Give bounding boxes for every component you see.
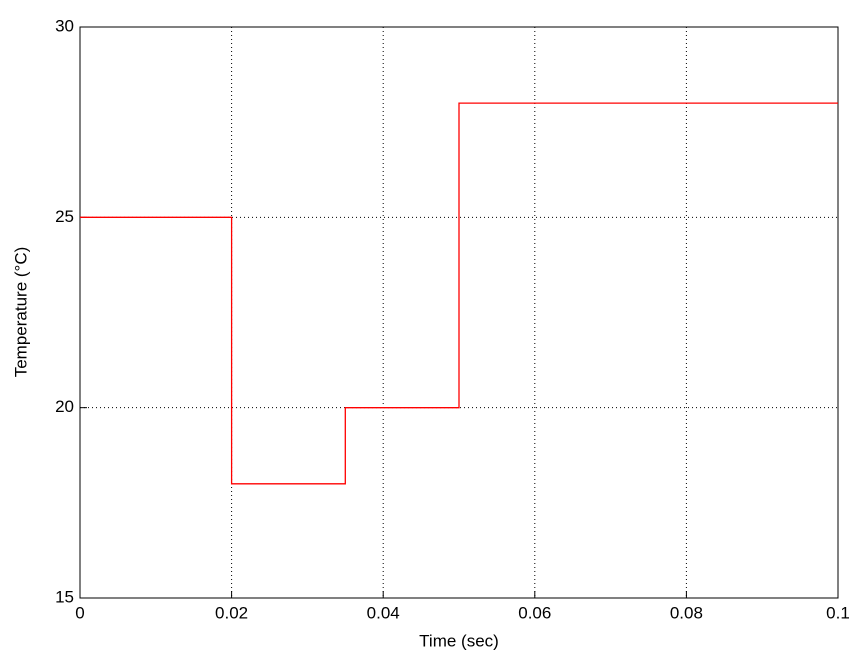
x-tick-label: 0.04 [367, 603, 400, 622]
y-axis-label: Temperature (°C) [11, 247, 30, 378]
y-tick-label: 30 [55, 16, 74, 35]
x-tick-label: 0.08 [670, 603, 703, 622]
y-tick-label: 15 [55, 587, 74, 606]
x-tick-label: 0.06 [518, 603, 551, 622]
x-tick-label: 0.1 [826, 603, 850, 622]
y-tick-label: 25 [55, 207, 74, 226]
x-tick-label: 0.02 [215, 603, 248, 622]
x-tick-label: 0 [75, 603, 84, 622]
x-axis-label: Time (sec) [419, 631, 499, 650]
data-line [80, 102, 838, 485]
axes-box [79, 26, 839, 599]
y-tick-label: 20 [55, 397, 74, 416]
